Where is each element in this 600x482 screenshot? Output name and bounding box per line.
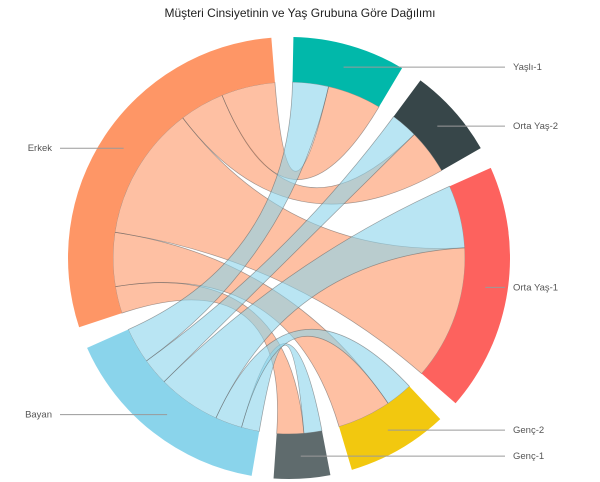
arc-yasli-1[interactable] <box>292 37 403 107</box>
arc-orta-yas-1[interactable] <box>421 167 511 404</box>
label-bayan: Bayan <box>25 410 52 421</box>
ribbons-layer <box>112 81 466 435</box>
arc-bayan[interactable] <box>87 329 260 476</box>
arc-genc-2[interactable] <box>339 386 441 470</box>
label-genc-2: Genç-2 <box>513 425 544 436</box>
arc-genc-1[interactable] <box>273 430 331 479</box>
arcs-layer <box>68 37 511 479</box>
chart-title: Müşteri Cinsiyetinin ve Yaş Grubuna Göre… <box>164 6 436 20</box>
ribbon-bayan-orta-yas-2[interactable] <box>145 116 415 383</box>
labels-layer: Yaşlı-1 Orta Yaş-2 Orta Yaş-1 Genç-2 Genç-1 B… <box>25 62 558 462</box>
label-orta-yas-1: Orta Yaş-1 <box>513 282 558 293</box>
label-yasli-1: Yaşlı-1 <box>513 62 542 73</box>
label-erkek: Erkek <box>28 143 53 154</box>
arc-orta-yas-2[interactable] <box>393 80 481 171</box>
label-genc-1: Genç-1 <box>513 451 544 462</box>
label-orta-yas-2: Orta Yaş-2 <box>513 121 558 132</box>
arc-erkek[interactable] <box>68 37 275 328</box>
